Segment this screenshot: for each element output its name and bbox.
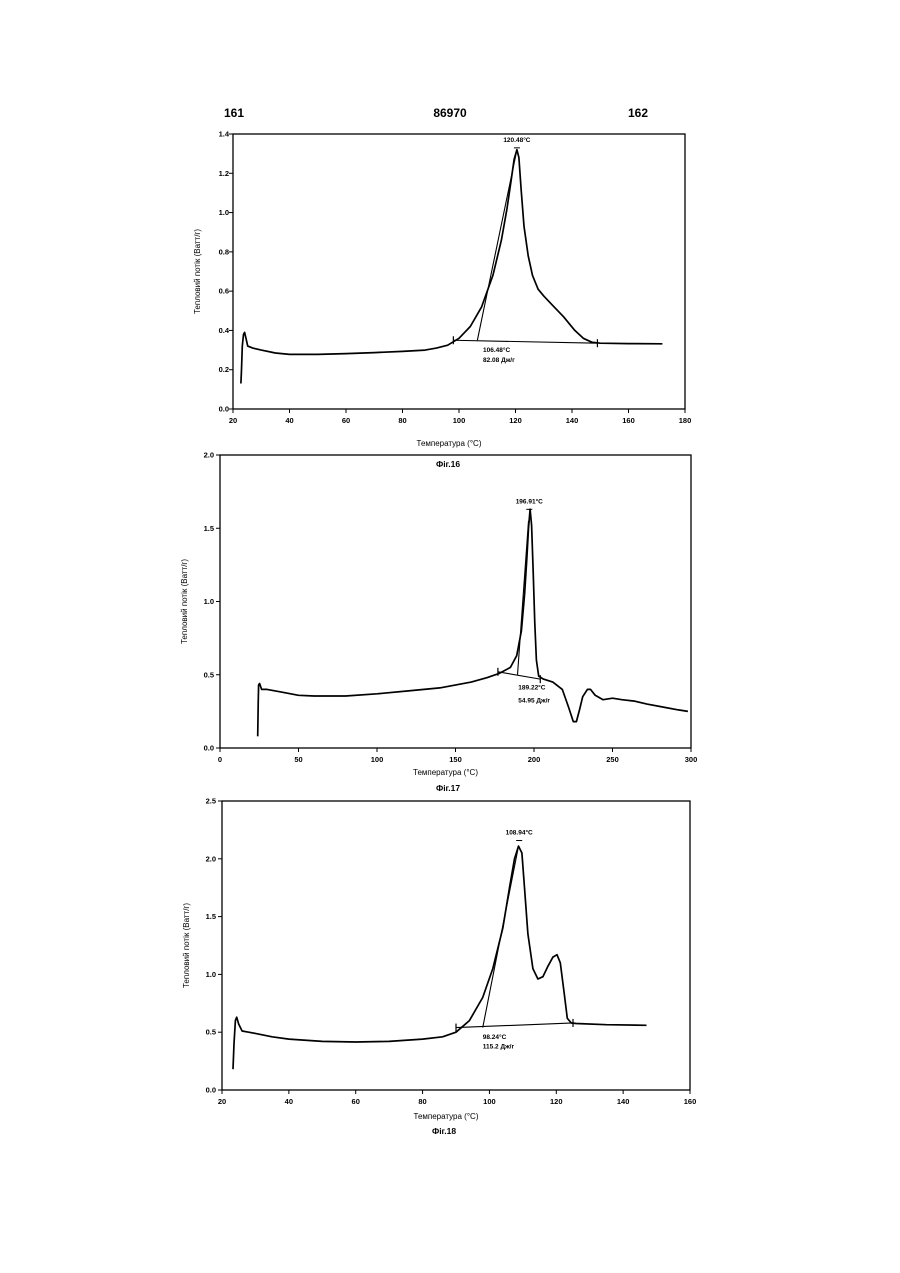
x-tick-label: 150	[449, 755, 462, 764]
enthalpy-label: 82.08 Дж/г	[483, 357, 515, 364]
y-tick-label: 1.5	[206, 912, 216, 921]
x-tick-label: 180	[679, 416, 692, 425]
peak-temperature-label: 120.48°C	[503, 136, 530, 144]
y-tick-label: 0.0	[219, 405, 229, 414]
integration-baseline	[498, 672, 540, 679]
y-tick-label: 0.5	[204, 670, 214, 679]
x-tick-label: 0	[218, 755, 222, 764]
x-tick-label: 140	[566, 416, 579, 425]
y-tick-label: 1.0	[204, 597, 214, 606]
figure-caption: Фіг.17	[436, 783, 460, 793]
plot-frame	[220, 455, 691, 748]
integration-baseline	[453, 340, 597, 343]
y-tick-label: 0.0	[206, 1086, 216, 1095]
enthalpy-label: 54.95 Дж/г	[518, 698, 550, 705]
heat-flow-curve	[258, 509, 688, 736]
y-tick-label: 0.4	[219, 326, 230, 335]
x-tick-label: 140	[617, 1097, 630, 1106]
onset-tangent-line	[483, 850, 518, 1028]
x-tick-label: 100	[453, 416, 466, 425]
y-axis-label: Тепловий потік (Ватт/г)	[182, 903, 191, 988]
y-tick-label: 1.5	[204, 524, 214, 533]
x-tick-label: 160	[684, 1097, 697, 1106]
dsc-chart-fig18: 20 40 60 80 100 120 140 160 0.0 0.5 1.0 1.5 2.0 2.5 Те…	[0, 795, 900, 1145]
y-tick-label: 1.0	[219, 208, 229, 217]
x-tick-label: 80	[398, 416, 406, 425]
x-tick-label: 200	[528, 755, 541, 764]
x-tick-label: 60	[342, 416, 350, 425]
onset-tangent-line	[518, 521, 529, 675]
plot-frame	[233, 134, 685, 409]
y-tick-label: 1.0	[206, 970, 216, 979]
onset-temperature-label: 189.22°C	[518, 683, 545, 691]
y-tick-label: 1.4	[219, 130, 230, 139]
x-tick-label: 100	[483, 1097, 496, 1106]
figure-caption: Фіг.18	[432, 1126, 456, 1136]
x-tick-label: 300	[685, 755, 698, 764]
onset-temperature-label: 106.48°C	[483, 346, 510, 354]
x-axis-label: Температура (°C)	[414, 1112, 479, 1121]
y-axis-label: Тепловий потік (Ватт/г)	[193, 229, 202, 314]
x-tick-label: 40	[285, 416, 293, 425]
x-tick-label: 250	[606, 755, 619, 764]
x-tick-label: 20	[218, 1097, 226, 1106]
integration-baseline	[456, 1023, 573, 1028]
x-tick-label: 60	[352, 1097, 360, 1106]
x-tick-label: 100	[371, 755, 384, 764]
peak-temperature-label: 196.91°C	[516, 497, 543, 505]
x-tick-label: 80	[418, 1097, 426, 1106]
heat-flow-curve	[233, 846, 647, 1069]
x-tick-label: 120	[509, 416, 522, 425]
x-tick-label: 50	[294, 755, 302, 764]
onset-tangent-line	[477, 150, 517, 341]
y-tick-label: 0.2	[219, 365, 229, 374]
onset-temperature-label: 98.24°C	[483, 1033, 507, 1041]
y-tick-label: 0.6	[219, 287, 229, 296]
x-axis-label: Температура (°C)	[413, 768, 478, 777]
peak-temperature-label: 108.94°C	[506, 829, 533, 837]
page-number-right: 162	[628, 106, 648, 120]
dsc-chart-fig17: 0 50 100 150 200 250 300 0.0 0.5 1.0 1.5 2.0 Темпера…	[0, 448, 900, 798]
x-tick-label: 120	[550, 1097, 563, 1106]
y-tick-label: 0.8	[219, 247, 229, 256]
plot-frame	[222, 801, 690, 1090]
dsc-chart-fig16: 20 40 60 80 100 120 140 160 180 0.0 0.2 0.4 0.6 0.8 1.…	[0, 125, 900, 465]
y-tick-label: 2.5	[206, 797, 216, 806]
x-tick-label: 160	[622, 416, 635, 425]
heat-flow-curve	[241, 150, 663, 384]
y-tick-label: 0.5	[206, 1028, 216, 1037]
patent-number: 86970	[0, 106, 900, 120]
x-tick-label: 40	[285, 1097, 293, 1106]
y-tick-label: 0.0	[204, 744, 214, 753]
enthalpy-label: 115.2 Дж/г	[483, 1043, 515, 1050]
y-tick-label: 1.2	[219, 169, 229, 178]
y-tick-label: 2.0	[206, 854, 216, 863]
x-axis-label: Температура (°C)	[417, 439, 482, 448]
x-tick-label: 20	[229, 416, 237, 425]
y-tick-label: 2.0	[204, 451, 214, 460]
y-axis-label: Тепловий потік (Ватт/г)	[180, 559, 189, 644]
